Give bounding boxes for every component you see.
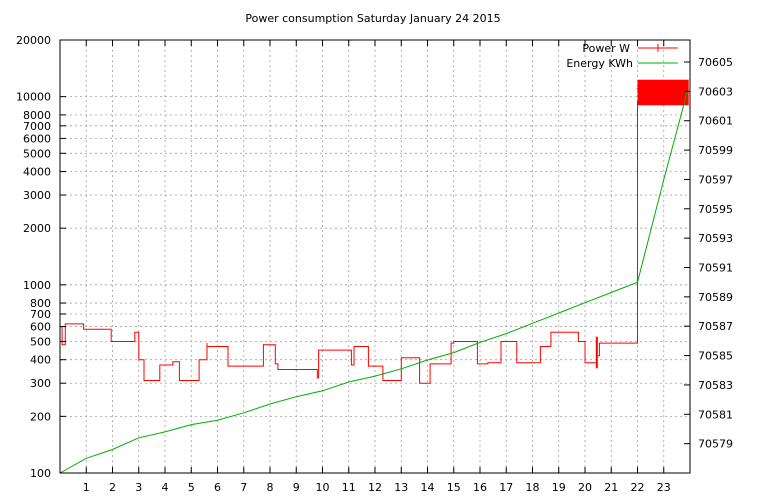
y-tick-label: 800 [30, 297, 51, 310]
x-tick-label: 14 [421, 481, 435, 494]
y2-tick-label: 70581 [698, 408, 733, 421]
x-tick-label: 16 [473, 481, 487, 494]
y-tick-label: 400 [30, 354, 51, 367]
series-lines [59, 88, 688, 474]
power-fluctuation-band [637, 79, 689, 106]
x-tick-label: 21 [604, 481, 618, 494]
x-tick-label: 13 [394, 481, 408, 494]
y-tick-label: 600 [30, 321, 51, 334]
x-tick-label: 6 [214, 481, 221, 494]
x-tick-label: 22 [631, 481, 645, 494]
y2-tick-label: 70587 [698, 320, 733, 333]
y-tick-label: 1000 [23, 279, 51, 292]
x-tick-label: 9 [293, 481, 300, 494]
y2-tick-label: 70605 [698, 56, 733, 69]
y2-tick-label: 70597 [698, 173, 733, 186]
x-tick-label: 17 [499, 481, 513, 494]
y-tick-label: 3000 [23, 189, 51, 202]
grid [60, 39, 690, 474]
x-tick-label: 4 [162, 481, 169, 494]
x-tick-label: 7 [240, 481, 247, 494]
y2-tick-label: 70603 [698, 85, 733, 98]
y-tick-label: 700 [30, 308, 51, 321]
y2-tick-label: 70585 [698, 350, 733, 363]
y-tick-label: 2000 [23, 222, 51, 235]
y-tick-label: 10000 [16, 91, 51, 104]
legend-label-energy: Energy KWh [566, 57, 633, 70]
power-band [637, 79, 689, 106]
y-tick-label: 300 [30, 377, 51, 390]
y-tick-label: 6000 [23, 132, 51, 145]
y2-tick-label: 70591 [698, 262, 733, 275]
y2-tick-label: 70595 [698, 203, 733, 216]
x-tick-label: 12 [368, 481, 382, 494]
x-tick-label: 10 [316, 481, 330, 494]
x-tick-label: 8 [267, 481, 274, 494]
series-line-power [59, 88, 688, 384]
y2-tick-label: 70589 [698, 291, 733, 304]
y-tick-label: 4000 [23, 166, 51, 179]
y2-tick-label: 70583 [698, 379, 733, 392]
x-tick-label: 1 [83, 481, 90, 494]
y-tick-label: 7000 [23, 120, 51, 133]
legend: Power W Energy KWh [566, 42, 678, 70]
x-tick-label: 20 [578, 481, 592, 494]
chart-title: Power consumption Saturday January 24 20… [245, 12, 500, 25]
y-tick-label: 200 [30, 410, 51, 423]
y-tick-label: 100 [30, 467, 51, 480]
y2-axis-ticks: 70579 70581 70583 70585 70587 70589 70591 70593… [684, 56, 733, 451]
y-tick-label: 8000 [23, 109, 51, 122]
legend-label-power: Power W [582, 42, 630, 55]
x-axis-ticks: 1 2 3 4 5 6 7 8 9 10 11 12 13 14 15 16 17 18 19 20 21 22 23 [83, 40, 671, 494]
y-tick-label: 5000 [23, 147, 51, 160]
y-tick-label: 500 [30, 335, 51, 348]
y2-tick-label: 70601 [698, 115, 733, 128]
x-tick-label: 11 [342, 481, 356, 494]
x-tick-label: 2 [109, 481, 116, 494]
y2-tick-label: 70579 [698, 438, 733, 451]
x-tick-label: 23 [657, 481, 671, 494]
x-tick-label: 3 [135, 481, 142, 494]
y-tick-label: 20000 [16, 34, 51, 47]
x-tick-label: 15 [447, 481, 461, 494]
x-tick-label: 5 [188, 481, 195, 494]
series-line-energy [59, 91, 688, 474]
y2-tick-label: 70599 [698, 144, 733, 157]
x-tick-label: 18 [526, 481, 540, 494]
x-tick-label: 19 [552, 481, 566, 494]
y2-tick-label: 70593 [698, 232, 733, 245]
